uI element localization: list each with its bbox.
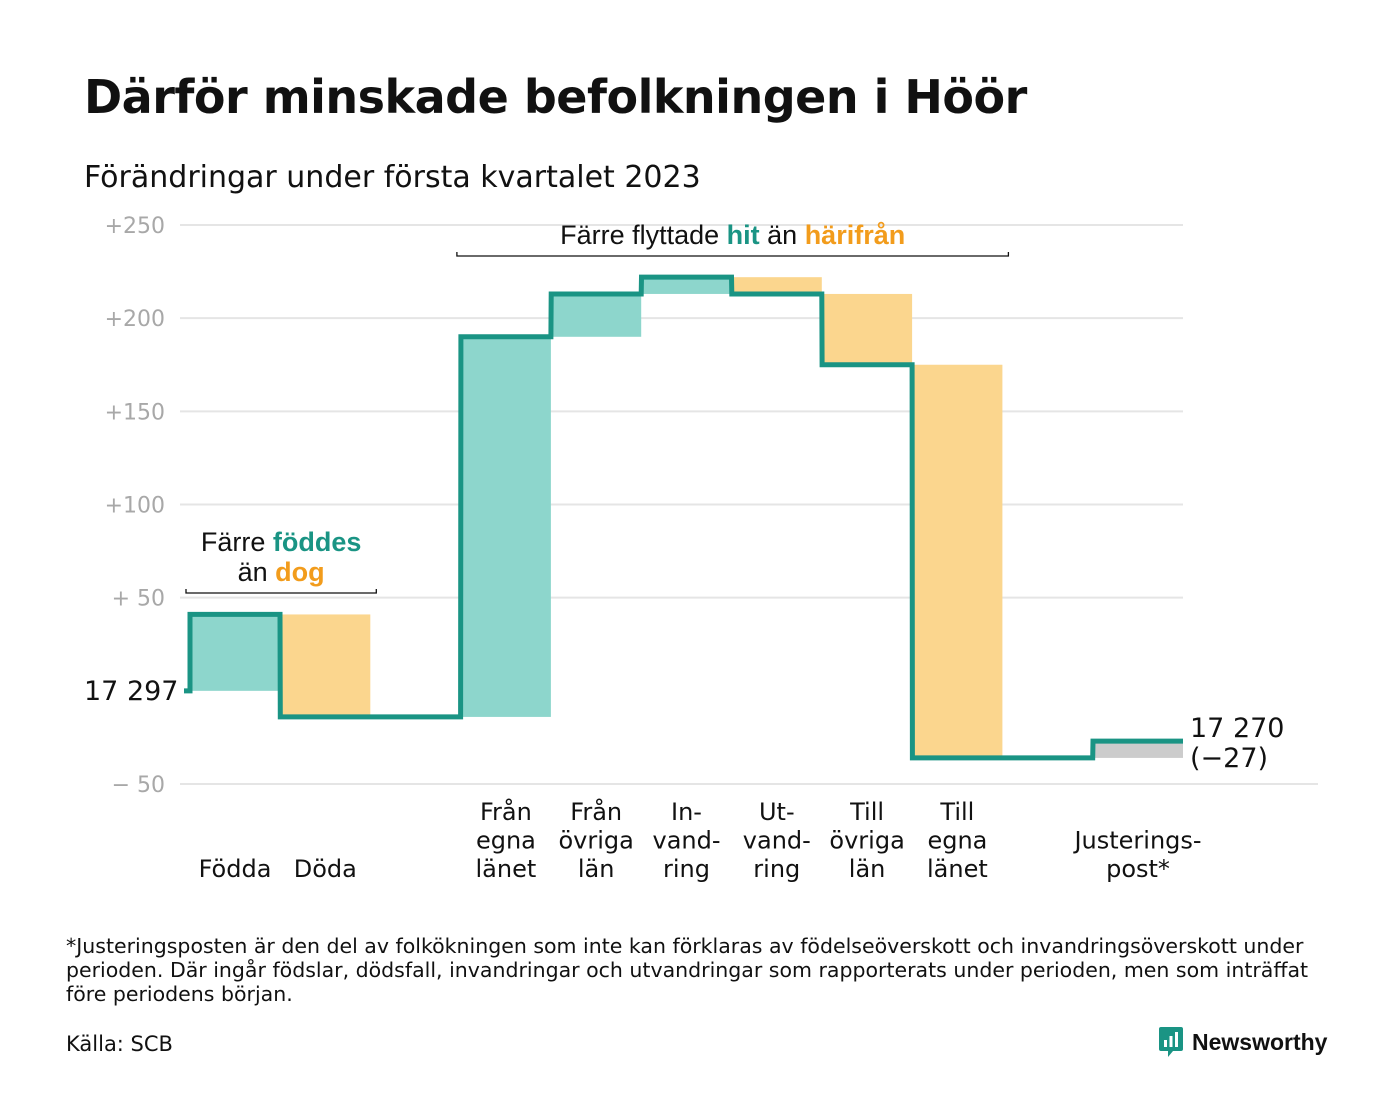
annotation-bracket-births bbox=[185, 589, 377, 594]
category-label-utvandring: ring bbox=[753, 855, 800, 883]
chart-title: Därför minskade befolkningen i Höör bbox=[84, 70, 1027, 124]
category-label-till-egna-lanet: Till bbox=[939, 798, 974, 826]
y-tick-label: +150 bbox=[105, 400, 165, 425]
end-change-label: (−27) bbox=[1190, 743, 1268, 774]
category-label-doda: Döda bbox=[294, 855, 357, 883]
brand-name: Newsworthy bbox=[1192, 1028, 1328, 1055]
bar-fodda bbox=[190, 614, 280, 691]
category-label-fran-ovriga-lan: Från bbox=[570, 797, 622, 826]
category-label-fran-ovriga-lan: län bbox=[578, 855, 615, 883]
category-label-till-egna-lanet: länet bbox=[927, 855, 988, 883]
category-label-invandring: ring bbox=[663, 855, 710, 883]
bar-justeringspost bbox=[1093, 741, 1183, 758]
y-tick-label: +250 bbox=[105, 214, 165, 239]
bar-doda bbox=[280, 614, 371, 717]
bar-till-ovriga-lan bbox=[822, 293, 913, 365]
running-total-line bbox=[184, 274, 1183, 761]
bars bbox=[190, 277, 1183, 758]
source: Källa: SCB bbox=[66, 1032, 173, 1056]
category-label-fran-egna-lanet: Från bbox=[480, 797, 532, 826]
brand: Newsworthy bbox=[1158, 1026, 1327, 1058]
category-label-utvandring: vand- bbox=[743, 827, 811, 855]
bar-fran-ovriga-lan bbox=[551, 293, 642, 337]
category-label-fran-ovriga-lan: övriga bbox=[559, 827, 634, 855]
category-label-till-ovriga-lan: län bbox=[849, 855, 886, 883]
annotation-moves: Färre flyttade hit än härifrån bbox=[560, 220, 905, 250]
newsworthy-logo-icon bbox=[1159, 1027, 1183, 1057]
category-label-invandring: vand- bbox=[652, 827, 720, 855]
start-value-label: 17 297 bbox=[84, 676, 178, 707]
category-label-till-ovriga-lan: övriga bbox=[829, 827, 904, 855]
annotation-births: Färre föddes bbox=[201, 527, 362, 557]
bar-till-egna-lanet bbox=[912, 364, 1003, 758]
category-label-fran-egna-lanet: egna bbox=[476, 827, 536, 855]
footnote: *Justeringsposten är den del av folkökni… bbox=[66, 934, 1309, 1006]
chart-subtitle: Förändringar under första kvartalet 2023 bbox=[84, 160, 701, 195]
y-tick-label: +100 bbox=[105, 494, 165, 519]
y-tick-label: + 50 bbox=[112, 587, 165, 612]
bar-utvandring bbox=[731, 277, 822, 294]
category-label-justeringspost: Justerings- bbox=[1072, 827, 1201, 855]
bar-invandring bbox=[641, 277, 732, 294]
y-tick-label: +200 bbox=[105, 307, 165, 332]
category-label-justeringspost: post* bbox=[1106, 855, 1170, 883]
category-labels: Födda DödaFrånegnalänetFrånövrigalänIn-va… bbox=[199, 797, 1202, 883]
annotation-bracket-moves bbox=[456, 252, 1010, 257]
category-label-till-egna-lanet: egna bbox=[927, 827, 987, 855]
category-label-utvandring: Ut- bbox=[759, 798, 795, 826]
category-label-till-ovriga-lan: Till bbox=[849, 798, 884, 826]
category-label-fodda: Födda bbox=[199, 855, 272, 883]
value-labels: 17 297 17 270(−27) bbox=[84, 676, 1284, 774]
grid-lines bbox=[180, 224, 1318, 785]
category-label-invandring: In- bbox=[671, 798, 702, 826]
end-value-label: 17 270 bbox=[1190, 713, 1284, 744]
bar-fran-egna-lanet bbox=[460, 336, 551, 717]
annotation-births: än dog bbox=[238, 557, 325, 587]
category-label-fran-egna-lanet: länet bbox=[476, 855, 537, 883]
y-tick-label: − 50 bbox=[112, 773, 165, 798]
y-axis: +250 +200 +150 +100 + 50 − 50 bbox=[105, 214, 165, 798]
waterfall-chart: +250+200+150+100+ 50− 50 Födda DödaFråneg… bbox=[84, 214, 1318, 883]
